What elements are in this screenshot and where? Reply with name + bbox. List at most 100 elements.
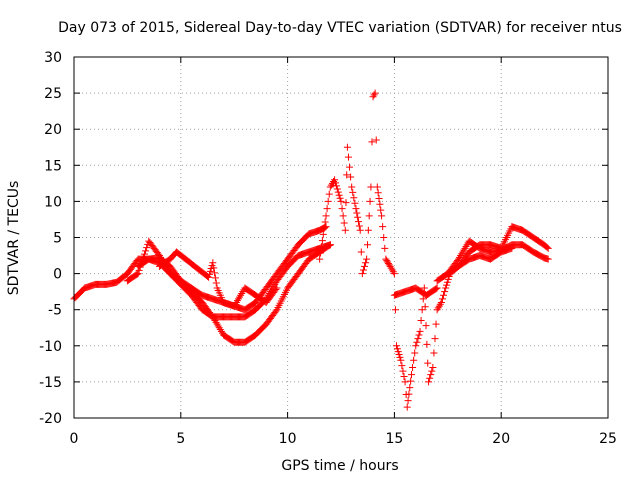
data-point [440,291,448,299]
data-point [434,304,442,312]
data-point [324,197,332,205]
y-tick-label: 0 [53,267,62,283]
x-tick-label: 15 [385,431,403,447]
data-point [460,246,468,254]
data-point [211,274,219,282]
data-point [214,322,222,330]
data-point [441,288,449,296]
data-point [375,195,383,203]
data-point [273,284,281,292]
data-point [380,234,388,241]
data-point [415,331,423,339]
data-point [398,362,406,370]
data-point [433,284,441,292]
data-point [355,222,363,230]
data-point [364,226,372,234]
data-point [393,342,401,350]
data-point [384,259,392,267]
data-point [393,345,401,353]
data-point [215,324,223,332]
data-point [421,303,429,311]
data-point [373,183,381,191]
data-point [400,372,408,380]
y-tick-label: -20 [39,411,62,427]
data-point [363,241,371,249]
data-point [384,258,392,266]
x-axis-label: GPS time / hours [281,458,398,474]
data-point [394,348,402,356]
data-point [369,93,377,101]
data-point [210,315,218,323]
data-point [433,306,441,314]
data-point [326,241,334,249]
data-point [272,285,280,293]
data-point [442,284,450,292]
data-point [323,205,331,213]
data-point [342,199,350,207]
data-point [355,218,363,226]
data-point [216,326,224,334]
data-point [134,270,142,278]
series-track-5 [316,89,552,411]
x-tick-label: 10 [279,431,297,447]
data-point [236,293,244,301]
data-point [443,278,451,286]
data-point [422,322,430,330]
data-point [363,255,371,263]
data-point [383,257,391,265]
data-point [432,285,440,293]
data-point [212,318,220,326]
y-tick-label: -15 [39,375,62,391]
y-tick-label: 5 [53,231,62,247]
data-point [407,377,415,385]
data-point [428,367,436,375]
data-point [426,374,434,382]
data-point [348,183,356,191]
data-point [231,300,239,308]
data-point [372,136,380,144]
data-point [366,197,374,205]
data-point [332,182,340,190]
data-point [317,249,325,257]
data-point [368,138,376,146]
data-point [343,171,351,179]
data-point [429,363,437,371]
data-point [335,191,343,199]
data-point [349,188,357,196]
data-point [381,244,389,252]
data-point [133,270,141,278]
data-point [430,349,438,357]
data-point [233,297,241,305]
data-point [230,302,238,310]
data-point [359,266,367,274]
data-point [325,190,333,198]
x-tick-label: 0 [70,431,79,447]
data-point [411,349,419,357]
data-series [70,89,552,411]
data-point [234,295,242,303]
data-point [437,298,445,306]
y-tick-label: 30 [44,50,62,66]
data-point [403,403,411,411]
data-point [423,340,431,348]
data-point [318,237,326,245]
data-point [317,243,325,251]
x-tick-label: 25 [599,431,617,447]
grid-lines [74,57,608,418]
data-point [371,89,379,97]
data-point [413,338,421,346]
data-point [409,363,417,371]
y-tick-label: 10 [44,194,62,210]
data-point [436,300,444,308]
data-point [347,173,355,181]
data-point [462,243,470,251]
data-point [386,262,394,270]
data-point [438,295,446,303]
data-point [544,255,552,263]
data-point [217,327,225,335]
data-point [351,199,359,207]
data-point [376,200,384,208]
data-point [544,244,552,252]
data-point [543,243,551,251]
